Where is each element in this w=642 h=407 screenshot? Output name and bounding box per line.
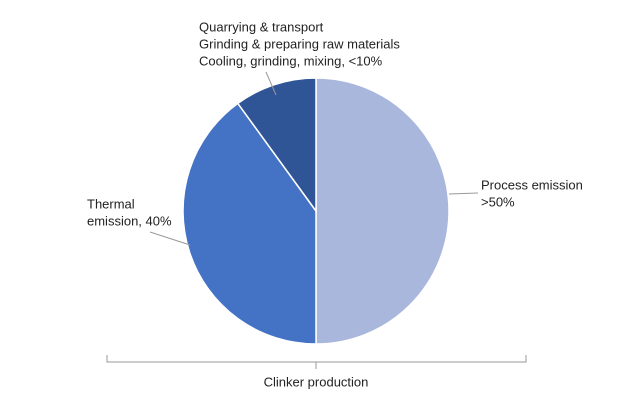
data-label: Grinding & preparing raw materials xyxy=(199,36,400,51)
data-label: emission, 40% xyxy=(87,213,172,228)
data-label: >50% xyxy=(481,194,515,209)
bracket-label: Clinker production xyxy=(264,374,369,389)
data-label: Process emission xyxy=(481,177,583,192)
bracket-line xyxy=(106,355,527,363)
leader-line xyxy=(265,71,277,96)
leader-line xyxy=(448,192,479,195)
pie-slice xyxy=(182,102,317,345)
pie-slice xyxy=(315,77,450,345)
data-label: Thermal xyxy=(87,196,135,211)
leader-line xyxy=(149,231,191,246)
data-label: Quarrying & transport xyxy=(199,19,324,34)
data-label: Cooling, grinding, mixing, <10% xyxy=(199,53,383,68)
bracket xyxy=(106,355,527,369)
pie-slice xyxy=(236,77,317,214)
